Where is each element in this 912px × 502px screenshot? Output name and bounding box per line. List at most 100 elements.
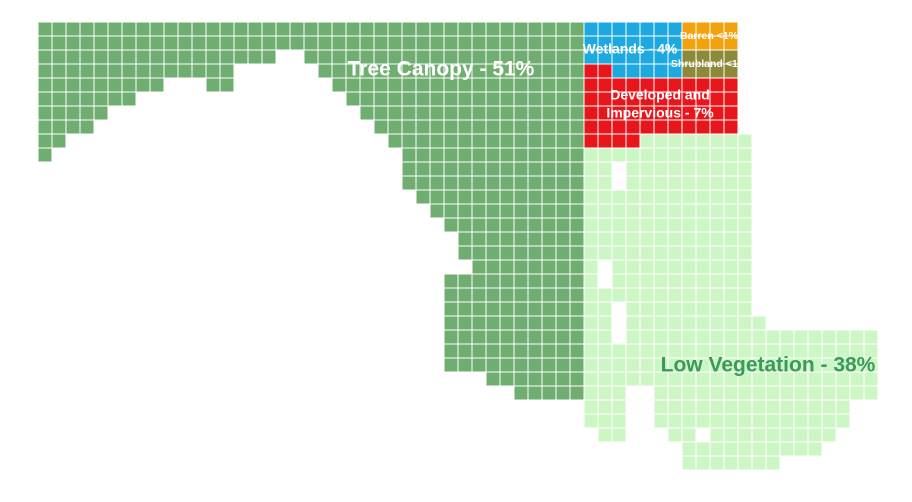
cell xyxy=(555,189,571,205)
cell xyxy=(737,385,753,401)
cell xyxy=(583,371,599,387)
cell xyxy=(555,175,571,191)
cell xyxy=(709,399,725,415)
cell xyxy=(443,273,459,289)
cell xyxy=(65,21,81,37)
cell xyxy=(331,21,347,37)
cell xyxy=(513,189,529,205)
category-label: Wetlands - 4% xyxy=(583,41,678,57)
cell xyxy=(583,273,599,289)
cell xyxy=(611,119,627,135)
cell xyxy=(555,329,571,345)
cell xyxy=(695,231,711,247)
cell xyxy=(527,133,543,149)
cell xyxy=(625,301,641,317)
cell xyxy=(597,189,613,205)
cell xyxy=(709,273,725,289)
cell xyxy=(737,245,753,261)
cell xyxy=(513,217,529,233)
cell xyxy=(513,301,529,317)
cell xyxy=(373,91,389,107)
cell xyxy=(569,203,585,219)
cell xyxy=(611,203,627,219)
cell xyxy=(541,287,557,303)
cell xyxy=(359,91,375,107)
cell xyxy=(485,231,501,247)
cell xyxy=(583,287,599,303)
cell xyxy=(569,315,585,331)
cell xyxy=(401,21,417,37)
cell xyxy=(457,119,473,135)
cell xyxy=(471,35,487,51)
cell xyxy=(709,413,725,429)
cell xyxy=(555,371,571,387)
cell xyxy=(471,343,487,359)
cell xyxy=(583,315,599,331)
cell xyxy=(499,273,515,289)
cell xyxy=(667,119,683,135)
cell xyxy=(471,329,487,345)
cell xyxy=(737,329,753,345)
cell xyxy=(37,119,53,135)
cell xyxy=(737,455,753,471)
cell xyxy=(289,21,305,37)
cell xyxy=(555,217,571,233)
cell xyxy=(639,357,655,373)
cell xyxy=(485,273,501,289)
cell xyxy=(681,329,697,345)
cell xyxy=(471,203,487,219)
cell xyxy=(485,35,501,51)
cell xyxy=(723,245,739,261)
cell xyxy=(555,21,571,37)
cell xyxy=(177,49,193,65)
cell xyxy=(723,287,739,303)
cell xyxy=(597,385,613,401)
cell xyxy=(541,245,557,261)
cell xyxy=(485,189,501,205)
cell xyxy=(681,245,697,261)
cell xyxy=(51,21,67,37)
cell xyxy=(135,35,151,51)
cell xyxy=(513,21,529,37)
cell xyxy=(443,21,459,37)
cell xyxy=(611,147,627,163)
cell xyxy=(723,161,739,177)
cell xyxy=(555,91,571,107)
cell xyxy=(611,287,627,303)
cell xyxy=(569,91,585,107)
cell xyxy=(863,385,879,401)
cell xyxy=(653,147,669,163)
cell xyxy=(527,259,543,275)
cell xyxy=(51,49,67,65)
cell xyxy=(415,91,431,107)
cell xyxy=(583,259,599,275)
cell xyxy=(373,35,389,51)
cell xyxy=(709,203,725,219)
cell xyxy=(639,119,655,135)
cell xyxy=(709,231,725,247)
cell xyxy=(569,287,585,303)
cell xyxy=(37,133,53,149)
cell xyxy=(723,413,739,429)
cell xyxy=(275,21,291,37)
cell xyxy=(653,189,669,205)
cell xyxy=(499,357,515,373)
cell xyxy=(667,385,683,401)
cell xyxy=(149,35,165,51)
cell xyxy=(429,203,445,219)
cell xyxy=(247,35,263,51)
cell xyxy=(849,329,865,345)
cell xyxy=(639,161,655,177)
cell xyxy=(835,385,851,401)
cell xyxy=(513,287,529,303)
cell xyxy=(625,315,641,331)
cell xyxy=(653,301,669,317)
cell xyxy=(681,413,697,429)
cell xyxy=(527,287,543,303)
cell xyxy=(583,147,599,163)
cell xyxy=(779,329,795,345)
cell xyxy=(79,21,95,37)
cell xyxy=(373,105,389,121)
cell xyxy=(583,301,599,317)
cell xyxy=(345,91,361,107)
